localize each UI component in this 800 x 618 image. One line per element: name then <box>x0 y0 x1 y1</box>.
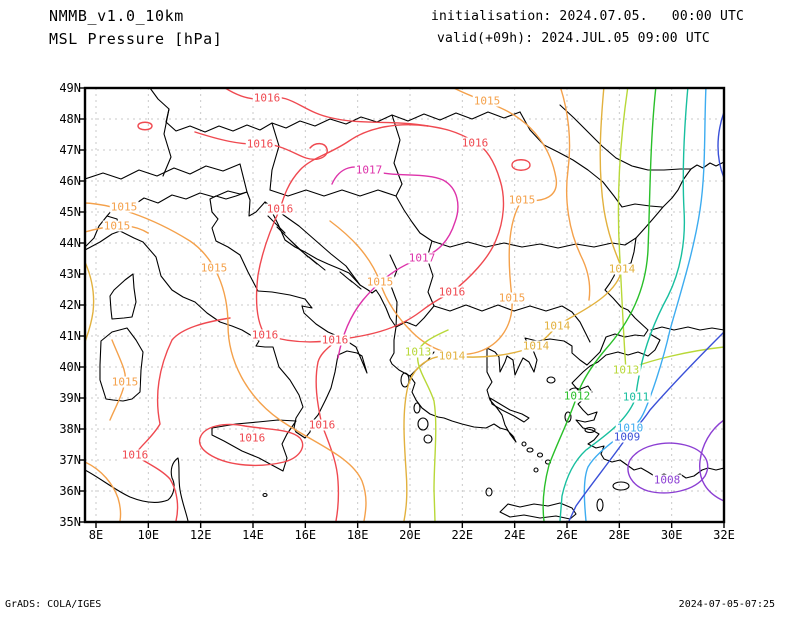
contour-label-1014: 1014 <box>437 349 467 363</box>
lon-tick-label: 28E <box>608 528 631 542</box>
isobar-1013 <box>416 329 449 522</box>
lon-tick-label: 26E <box>556 528 578 542</box>
init-time-label: initialisation: 2024.07.05. 00:00 UTC <box>431 9 745 24</box>
lon-tick-label: 8E <box>88 528 104 542</box>
isobar-1016 <box>194 131 328 160</box>
lon-tick-label: 22E <box>451 528 474 542</box>
lat-tick-label: 37N <box>59 453 81 467</box>
contour-label-1008: 1008 <box>652 473 682 487</box>
isobar-1009 <box>717 111 724 179</box>
contour-label-1014: 1014 <box>542 319 572 333</box>
contour-label-1015: 1015 <box>365 275 395 289</box>
contour-label-1015: 1015 <box>472 94 502 108</box>
isobar-1008 <box>699 419 724 502</box>
isobar-1010 <box>583 88 707 522</box>
isobar-1008 <box>627 442 709 494</box>
contour-label-1011: 1011 <box>621 390 651 404</box>
lat-tick-label: 46N <box>59 174 81 188</box>
isobar-1016 <box>137 121 153 131</box>
lat-tick-label: 42N <box>59 298 81 312</box>
isobar-1015 <box>329 88 558 356</box>
lon-tick-label: 18E <box>346 528 369 542</box>
contour-label-1017: 1017 <box>354 163 384 177</box>
contour-label-1017: 1017 <box>407 251 437 265</box>
generation-timestamp: 2024-07-05-07:25 <box>678 599 775 610</box>
contour-label-1016: 1016 <box>237 431 267 445</box>
contour-label-1015: 1015 <box>109 200 139 214</box>
valid-time-label: valid(+09h): 2024.JUL.05 09:00 UTC <box>437 31 710 46</box>
lat-tick-label: 36N <box>59 484 81 498</box>
contour-label-1012: 1012 <box>562 389 592 403</box>
grads-credit: GrADS: COLA/IGES <box>5 599 102 610</box>
lon-tick-label: 12E <box>189 528 212 542</box>
contour-label-1016: 1016 <box>320 333 350 347</box>
isobar-contours <box>85 88 724 522</box>
contour-label-1016: 1016 <box>307 418 337 432</box>
lat-tick-label: 35N <box>59 515 81 529</box>
lat-tick-label: 44N <box>59 236 81 250</box>
lon-tick-label: 30E <box>660 528 683 542</box>
isobar-1015 <box>85 202 367 522</box>
lat-tick-label: 43N <box>59 267 81 281</box>
field-title: MSL Pressure [hPa] <box>49 30 223 48</box>
lat-tick-label: 47N <box>59 143 81 157</box>
contour-label-1014: 1014 <box>521 339 551 353</box>
contour-label-1016: 1016 <box>460 136 490 150</box>
isobar-1016 <box>134 317 231 522</box>
lat-tick-label: 41N <box>59 329 81 343</box>
lat-tick-label: 49N <box>59 81 81 95</box>
contour-label-1013: 1013 <box>403 345 433 359</box>
lon-tick-label: 10E <box>137 528 160 542</box>
contour-label-1016: 1016 <box>245 137 275 151</box>
isobar-1016 <box>223 88 429 127</box>
isobar-1014 <box>85 261 95 343</box>
lon-tick-label: 14E <box>242 528 264 542</box>
contour-label-1009: 1009 <box>612 430 642 444</box>
contour-label-1016: 1016 <box>250 328 280 342</box>
contour-label-1015: 1015 <box>497 291 527 305</box>
lon-tick-label: 24E <box>503 528 526 542</box>
isobar-1015 <box>85 461 122 522</box>
axis-tick-marks <box>79 87 725 528</box>
isobar-1016 <box>198 423 304 467</box>
lat-tick-label: 40N <box>59 360 81 374</box>
contour-label-1013: 1013 <box>611 363 641 377</box>
contour-label-1016: 1016 <box>252 91 282 105</box>
lon-tick-label: 16E <box>294 528 317 542</box>
lon-tick-label: 32E <box>713 528 735 542</box>
lat-tick-label: 48N <box>59 112 81 126</box>
lat-tick-label: 38N <box>59 422 81 436</box>
lon-tick-label: 20E <box>399 528 421 542</box>
isobar-1013 <box>617 88 629 371</box>
model-title: NMMB_v1.0_10km <box>49 7 184 25</box>
contour-label-1014: 1014 <box>607 262 637 276</box>
contour-label-1010: 1010 <box>615 421 645 435</box>
contour-label-1015: 1015 <box>199 261 229 275</box>
isobar-1016 <box>511 159 531 171</box>
contour-label-1016: 1016 <box>120 448 150 462</box>
isobar-1015 <box>559 88 591 301</box>
isobar-1011 <box>559 88 689 522</box>
lat-tick-label: 39N <box>59 391 81 405</box>
contour-label-1015: 1015 <box>102 219 132 233</box>
isobar-1016 <box>255 123 505 343</box>
contour-label-1015: 1015 <box>110 375 140 389</box>
lat-tick-label: 45N <box>59 205 81 219</box>
contour-label-1016: 1016 <box>437 285 467 299</box>
isobar-1014 <box>403 88 623 522</box>
contour-label-1015: 1015 <box>507 193 537 207</box>
isobar-1012 <box>542 88 657 522</box>
contour-label-1016: 1016 <box>265 202 295 216</box>
